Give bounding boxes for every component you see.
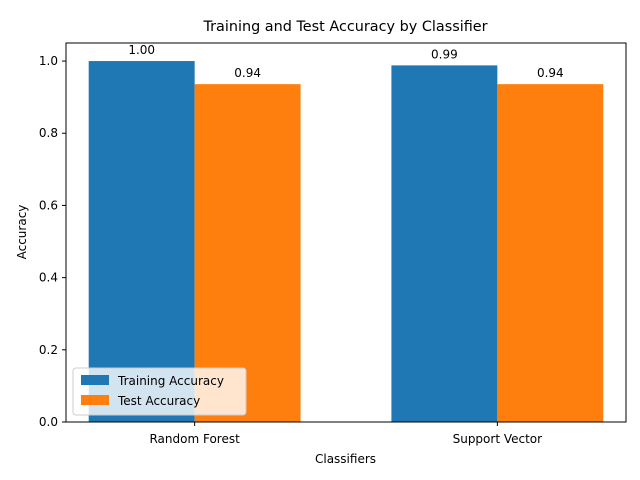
x-tick-label-random-forest: Random Forest xyxy=(149,432,240,446)
chart-title: Training and Test Accuracy by Classifier xyxy=(202,19,487,35)
legend-label-test-accuracy: Test Accuracy xyxy=(117,394,200,408)
x-axis: Random Forest Support Vector xyxy=(149,422,542,446)
x-tick-label-support-vector: Support Vector xyxy=(453,432,543,446)
bar-label-training-accuracy-support-vector: 0.99 xyxy=(431,47,458,61)
plot-frame xyxy=(65,42,627,423)
bar-test-accuracy-random-forest xyxy=(194,84,301,423)
legend: Training Accuracy Test Accuracy xyxy=(72,367,247,416)
y-tick-label: 0.0 xyxy=(39,415,58,429)
bars-group xyxy=(88,61,604,423)
bar-label-test-accuracy-random-forest: 0.94 xyxy=(234,66,261,80)
bar-labels-group: 1.00 0.99 0.94 0.94 xyxy=(128,43,563,80)
y-tick-label: 0.2 xyxy=(39,343,58,357)
legend-label-training-accuracy: Training Accuracy xyxy=(117,374,224,388)
y-tick-label: 0.4 xyxy=(39,271,58,285)
legend-swatch-test-accuracy xyxy=(81,395,109,405)
x-axis-label: Classifiers xyxy=(315,452,376,466)
legend-box xyxy=(72,367,247,416)
bar-label-training-accuracy-random-forest: 1.00 xyxy=(128,43,155,57)
bar-training-accuracy-support-vector xyxy=(391,65,498,422)
y-tick-label: 0.8 xyxy=(39,126,58,140)
bar-test-accuracy-support-vector xyxy=(497,84,604,423)
y-axis-label: Accuracy xyxy=(15,205,29,260)
y-axis: 0.0 0.2 0.4 0.6 0.8 1.0 xyxy=(39,54,66,429)
bar-training-accuracy-random-forest xyxy=(88,61,195,423)
bar-label-test-accuracy-support-vector: 0.94 xyxy=(537,66,564,80)
y-tick-label: 0.6 xyxy=(39,198,58,212)
y-tick-label: 1.0 xyxy=(39,54,58,68)
legend-swatch-training-accuracy xyxy=(81,375,109,385)
